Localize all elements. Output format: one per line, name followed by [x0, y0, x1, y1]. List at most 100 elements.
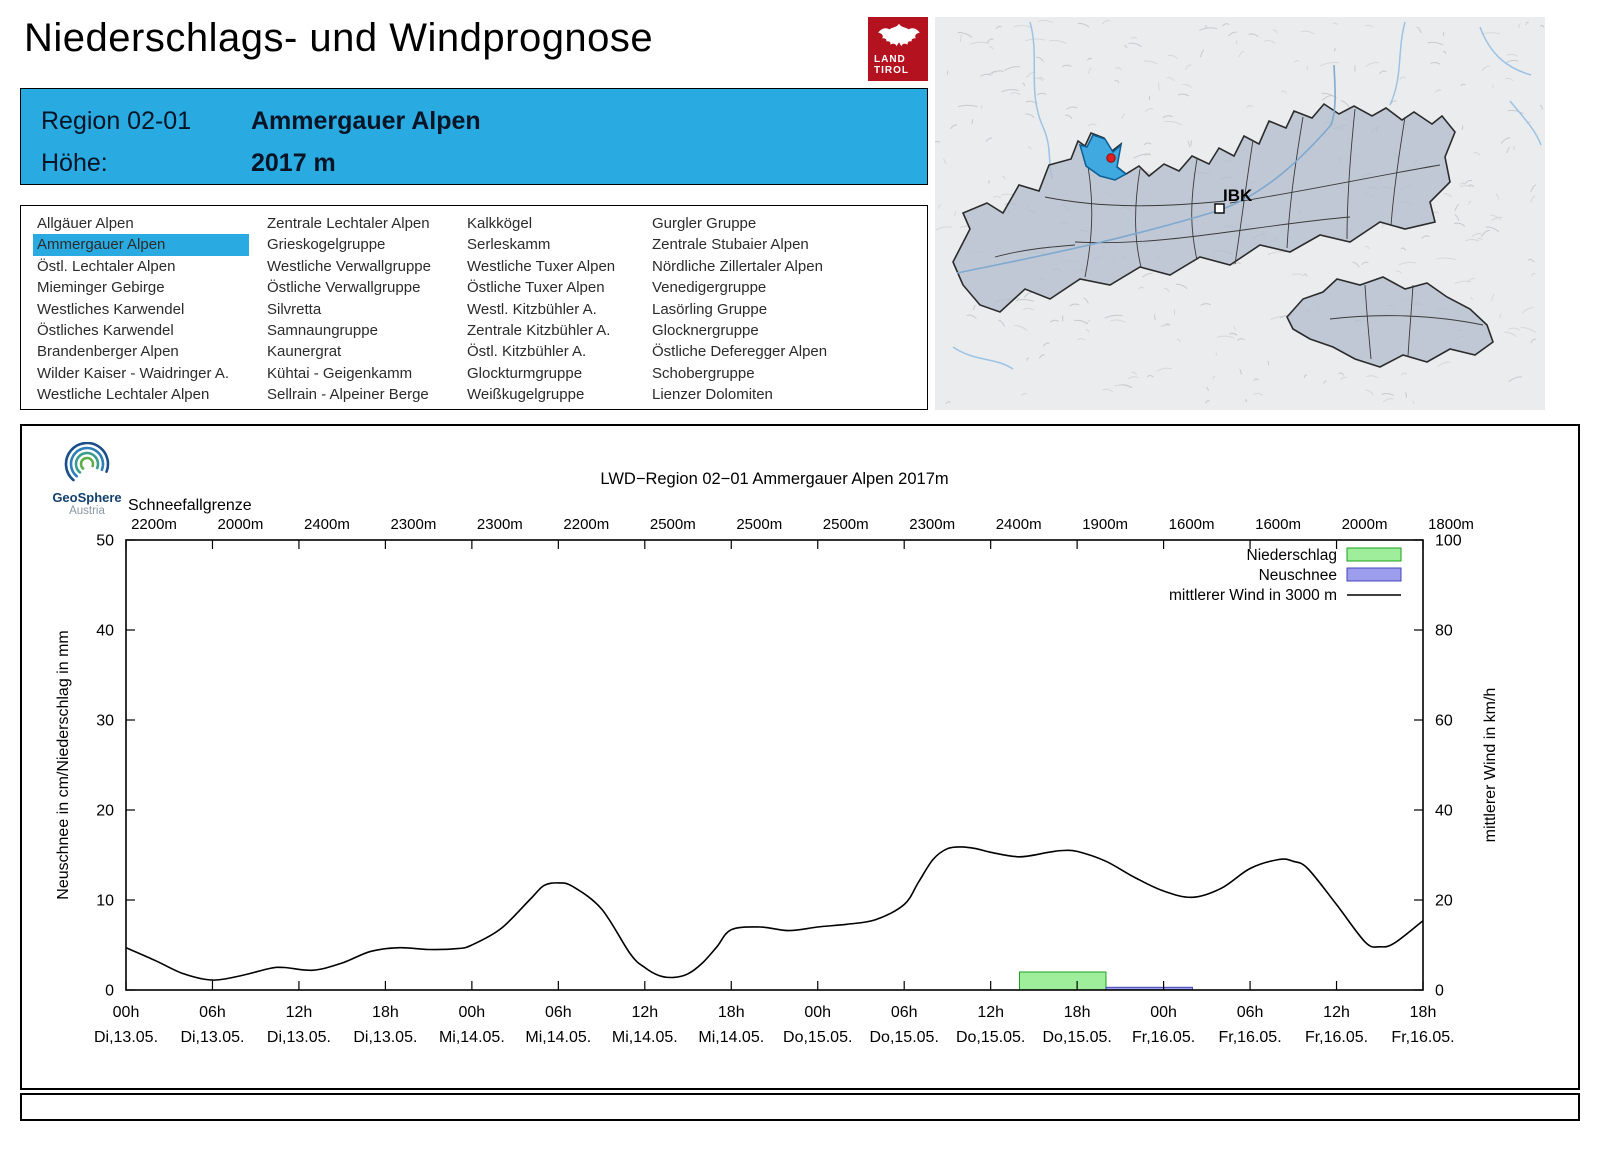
schneefallgrenze-value: 1600m: [1169, 516, 1215, 533]
region-list-item[interactable]: Allgäuer Alpen: [37, 215, 134, 232]
region-list-item[interactable]: Lienzer Dolomiten: [652, 386, 773, 404]
altitude-label: Höhe:: [41, 148, 108, 177]
x-tick-date: Mi,14.05.: [612, 1029, 678, 1046]
region-list-item[interactable]: Mieminger Gebirge: [37, 279, 165, 297]
x-tick-hour: 06h: [1237, 1004, 1264, 1021]
geosphere-name: GeoSphere: [52, 490, 122, 505]
region-list-item[interactable]: Wilder Kaiser - Waidringer A.: [37, 364, 229, 382]
legend-label: Niederschlag: [1247, 547, 1337, 564]
region-list-item[interactable]: Zentrale Lechtaler Alpen: [267, 215, 430, 232]
x-tick-hour: 00h: [804, 1004, 831, 1021]
region-list-item[interactable]: Brandenberger Alpen: [37, 343, 179, 361]
region-border: [1044, 196, 1226, 207]
y-tick-left-label: 50: [96, 533, 114, 550]
y-axis-label-left: Neuschnee in cm/Niederschlag in mm: [55, 630, 72, 899]
east-tirol-region: [1286, 276, 1494, 368]
schneefallgrenze-value: 2300m: [477, 516, 523, 533]
y-tick-left-label: 0: [105, 983, 114, 1000]
region-list-item[interactable]: Grieskogelgruppe: [267, 236, 386, 254]
legend-label: Neuschnee: [1259, 567, 1337, 584]
region-list-item[interactable]: Glockturmgruppe: [467, 364, 583, 382]
region-list-item[interactable]: Westliche Tuxer Alpen: [467, 257, 616, 275]
y-tick-right-label: 40: [1435, 803, 1453, 820]
region-list-item[interactable]: Westliche Lechtaler Alpen: [37, 386, 210, 404]
schneefallgrenze-value: 2500m: [736, 516, 782, 533]
x-tick-hour: 00h: [459, 1004, 486, 1021]
y-tick-right-label: 80: [1435, 623, 1453, 640]
schneefallgrenze-value: 2000m: [1342, 516, 1388, 533]
chart-title: LWD−Region 02−01 Ammergauer Alpen 2017m: [600, 470, 948, 488]
y-tick-left-label: 10: [96, 893, 114, 910]
region-list-item[interactable]: Kalkkögel: [467, 215, 533, 232]
region-list-item[interactable]: Silvretta: [267, 300, 322, 318]
region-list-item[interactable]: Östliche Deferegger Alpen: [652, 343, 828, 361]
geosphere-sub: Austria: [69, 505, 105, 517]
region-list-item[interactable]: Venedigergruppe: [652, 279, 767, 297]
schneefallgrenze-value: 2200m: [131, 516, 177, 533]
region-list-item[interactable]: Östl. Kitzbühler A.: [467, 343, 587, 361]
region-list-item[interactable]: Östl. Lechtaler Alpen: [37, 257, 176, 275]
geosphere-logo: GeoSphere Austria: [32, 441, 142, 518]
schneefallgrenze-value: 1800m: [1428, 516, 1474, 533]
region-list-item[interactable]: Ammergauer Alpen: [33, 234, 249, 256]
schneefallgrenze-value: 2300m: [390, 516, 436, 533]
x-tick-date: Di,13.05.: [267, 1029, 331, 1046]
region-border: [1234, 139, 1254, 265]
x-tick-date: Mi,14.05.: [525, 1029, 591, 1046]
region-list-item[interactable]: Östliches Karwendel: [37, 321, 174, 339]
region-list-item[interactable]: Westliches Karwendel: [37, 300, 185, 318]
region-list-item[interactable]: Östliche Tuxer Alpen: [467, 279, 605, 297]
region-list-item[interactable]: Glocknergruppe: [652, 321, 759, 339]
tirol-map: IBK: [935, 17, 1545, 410]
x-tick-date: Do,15.05.: [783, 1029, 852, 1046]
region-list-column: Kalkkögel Serleskamm Westliche Tuxer Alpen…: [463, 213, 648, 409]
region-list-item[interactable]: Serleskamm: [467, 236, 551, 254]
y-tick-right-label: 100: [1435, 533, 1462, 550]
river: [1509, 100, 1542, 146]
x-tick-hour: 00h: [113, 1004, 140, 1021]
ibk-marker: [1214, 203, 1225, 214]
station-dot: [1106, 153, 1116, 163]
river: [1389, 21, 1406, 106]
legend-swatch: [1346, 567, 1402, 582]
region-list-item[interactable]: Weißkugelgruppe: [467, 386, 585, 404]
x-tick-hour: 06h: [545, 1004, 572, 1021]
region-list-column: Zentrale Lechtaler Alpen Grieskogelgruppe…: [263, 213, 463, 409]
region-list-item[interactable]: Nördliche Zillertaler Alpen: [652, 257, 823, 275]
x-tick-date: Mi,14.05.: [698, 1029, 764, 1046]
region-code-label: Region 02-01: [41, 106, 192, 135]
x-tick-date: Fr,16.05.: [1132, 1029, 1195, 1046]
region-border: [1191, 158, 1198, 261]
schneefallgrenze-value: 2000m: [218, 516, 264, 533]
region-border: [994, 244, 1076, 258]
legend-swatch: [1346, 547, 1402, 562]
x-tick-hour: 06h: [199, 1004, 226, 1021]
x-tick-date: Do,15.05.: [1042, 1029, 1111, 1046]
x-tick-date: Di,13.05.: [353, 1029, 417, 1046]
x-tick-date: Fr,16.05.: [1391, 1029, 1454, 1046]
x-tick-hour: 00h: [1150, 1004, 1177, 1021]
region-border: [1135, 168, 1142, 268]
page-title: Niederschlags- und Windprognose: [24, 16, 654, 60]
altitude-value: 2017 m: [251, 148, 336, 177]
region-list-item[interactable]: Lasörling Gruppe: [652, 300, 768, 318]
x-tick-hour: 12h: [631, 1004, 658, 1021]
region-list-item[interactable]: Zentrale Stubaier Alpen: [652, 236, 809, 254]
region-list-item[interactable]: Westl. Kitzbühler A.: [467, 300, 597, 318]
tirol-eagle-icon: [878, 23, 920, 47]
wind-line: [125, 846, 1424, 981]
region-list-item[interactable]: Schobergruppe: [652, 364, 755, 382]
region-list-item[interactable]: Zentrale Kitzbühler A.: [467, 321, 611, 339]
region-list-item[interactable]: Sellrain - Alpeiner Berge: [267, 386, 429, 404]
region-list-item[interactable]: Samnaungruppe: [267, 321, 378, 339]
region-border: [1346, 108, 1356, 240]
region-border: [1329, 315, 1484, 326]
region-list-item[interactable]: Kühtai - Geigenkamm: [267, 364, 413, 382]
region-list-item[interactable]: Gurgler Gruppe: [652, 215, 757, 232]
region-border: [1229, 164, 1441, 204]
region-list-item[interactable]: Westliche Verwallgruppe: [267, 257, 431, 275]
region-list-item[interactable]: Kaunergrat: [267, 343, 342, 361]
highlighted-region[interactable]: [1078, 134, 1128, 181]
region-list-item[interactable]: Östliche Verwallgruppe: [267, 279, 421, 297]
x-tick-hour: 18h: [1410, 1004, 1437, 1021]
